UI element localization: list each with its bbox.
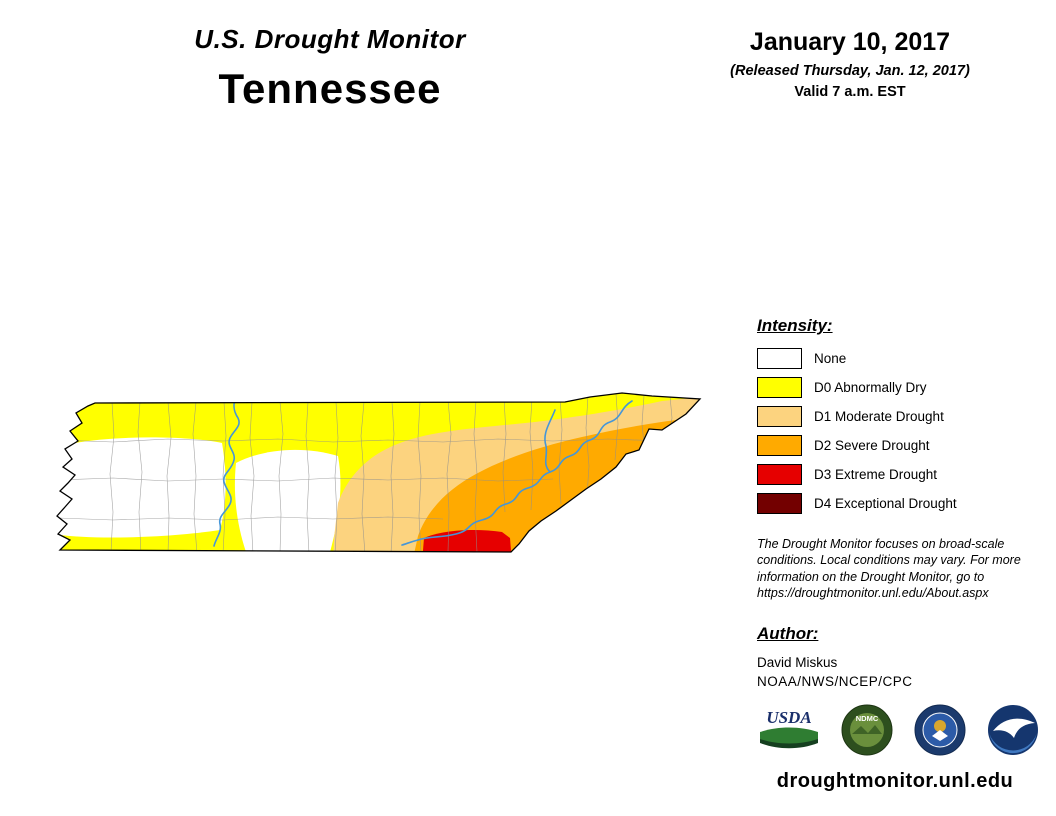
author-heading: Author: [757, 624, 819, 643]
legend-swatch-d0 [757, 377, 802, 398]
commerce-seal-chevron [932, 730, 948, 741]
usda-logo: USDA [760, 708, 818, 749]
county-boundaries [57, 393, 673, 552]
legend-item-d3: D3 Extreme Drought [757, 464, 1047, 485]
intensity-legend: Intensity: None D0 Abnormally Dry D1 Mod… [757, 316, 1047, 522]
title-block: U.S. Drought Monitor Tennessee [130, 24, 530, 113]
legend-swatch-d1 [757, 406, 802, 427]
state-name: Tennessee [218, 65, 442, 112]
legend-item-d2: D2 Severe Drought [757, 435, 1047, 456]
usda-field-stripe [760, 739, 818, 749]
legend-label-d3: D3 Extreme Drought [814, 467, 938, 482]
tennessee-river-west [213, 395, 240, 547]
ndmc-logo-text: NDMC [856, 714, 879, 723]
map-region-none-west [57, 437, 226, 538]
commerce-seal-emblem [934, 720, 946, 732]
ndmc-inner-circle [850, 713, 884, 747]
commerce-seal-logo [914, 704, 966, 756]
noaa-gull-shape [993, 718, 1035, 738]
disclaimer-text: The Drought Monitor focuses on broad-sca… [757, 537, 1021, 600]
legend-item-d1: D1 Moderate Drought [757, 406, 1047, 427]
tennessee-drought-map [50, 388, 710, 563]
author-name: David Miskus [757, 655, 838, 670]
usda-logo-text: USDA [766, 708, 811, 727]
legend-item-none: None [757, 348, 1047, 369]
map-date: January 10, 2017 [749, 28, 951, 56]
state-outline [56, 392, 702, 553]
noaa-lower-arc [989, 734, 1037, 754]
author-block: Author: David Miskus NOAA/NWS/NCEP/CPC [757, 624, 1049, 689]
date-block: January 10, 2017 (Released Thursday, Jan… [700, 28, 1000, 100]
rivers [213, 395, 633, 547]
release-date: (Released Thursday, Jan. 12, 2017) [730, 63, 970, 79]
legend-item-d4: D4 Exceptional Drought [757, 493, 1047, 514]
legend-label-d2: D2 Severe Drought [814, 438, 930, 453]
map-region-none-central [234, 449, 341, 552]
tennessee-map-svg [56, 392, 702, 553]
usda-field-shape [760, 727, 818, 747]
ndmc-logo: NDMC [841, 704, 893, 756]
map-region-d3 [422, 530, 512, 552]
logo-row: USDA NDMC [758, 701, 1048, 759]
author-org: NOAA/NWS/NCEP/CPC [757, 674, 913, 689]
legend-label-d1: D1 Moderate Drought [814, 409, 944, 424]
report-title: U.S. Drought Monitor [194, 24, 466, 54]
river-tributary [544, 409, 556, 473]
noaa-logo [988, 705, 1038, 755]
legend-item-d0: D0 Abnormally Dry [757, 377, 1047, 398]
legend-label-d0: D0 Abnormally Dry [814, 380, 927, 395]
legend-label-d4: D4 Exceptional Drought [814, 496, 957, 511]
legend-swatch-d2 [757, 435, 802, 456]
legend-swatch-d4 [757, 493, 802, 514]
legend-swatch-d3 [757, 464, 802, 485]
legend-label-none: None [814, 351, 847, 366]
ndmc-mountains [852, 725, 882, 734]
valid-time: Valid 7 a.m. EST [794, 84, 906, 100]
legend-heading: Intensity: [757, 316, 833, 335]
tennessee-river-east [401, 400, 633, 546]
legend-swatch-none [757, 348, 802, 369]
site-url: droughtmonitor.unl.edu [776, 770, 1014, 792]
